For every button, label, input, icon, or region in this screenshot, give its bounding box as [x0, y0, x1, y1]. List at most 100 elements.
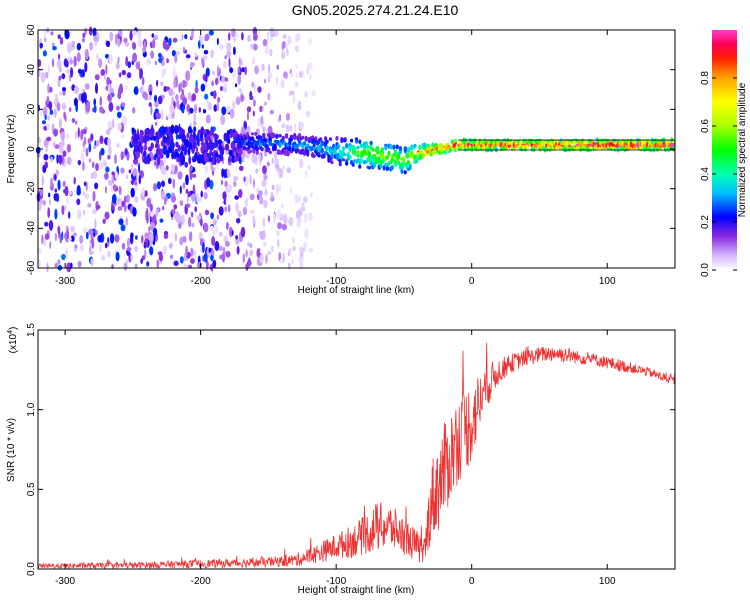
spectrogram-noise-blob [99, 96, 103, 107]
spectrogram-noise-blob [276, 184, 279, 196]
spectrogram-noise-blob [115, 171, 118, 180]
spectrogram-trace-cell [268, 150, 272, 155]
spectrogram-noise-blob [130, 232, 134, 239]
spectrogram-noise-blob [64, 186, 69, 197]
spectrogram-noise-blob [276, 229, 280, 237]
spectrogram-noise-blob [260, 115, 264, 125]
spectrogram-noise-blob [225, 198, 229, 206]
spectrogram-noise-blob [300, 121, 304, 130]
spectrogram-noise-blob [81, 95, 85, 103]
spectrogram-noise-blob [175, 94, 179, 101]
spectrogram-noise-blob [159, 218, 164, 223]
spectrogram-noise-blob [156, 259, 160, 269]
spectrogram-noise-blob [174, 124, 179, 135]
spectrogram-noise-blob [171, 208, 176, 215]
spectrogram-noise-blob [308, 212, 313, 222]
spectrogram-trace-cell [291, 147, 295, 152]
spectrogram-noise-blob [224, 143, 230, 151]
spectrogram-noise-blob [150, 50, 155, 59]
spectrogram-noise-blob [198, 40, 201, 49]
colorbar-tick-label: 0.4 [700, 167, 711, 181]
spectrogram-noise-blob [213, 218, 216, 225]
spectrogram-noise-blob [233, 155, 238, 163]
spectrogram-noise-blob [202, 129, 207, 135]
spectrogram-noise-blob [190, 193, 196, 202]
spectrogram-noise-blob [223, 132, 228, 142]
spectrogram-noise-blob [94, 218, 97, 230]
spectrogram-noise-blob [95, 82, 98, 94]
spectrogram-noise-blob [179, 200, 184, 207]
spectrogram-trace-cell [576, 145, 580, 151]
spectrogram-noise-blob [262, 38, 268, 47]
spectrogram-trace-cell [250, 132, 254, 136]
spectrogram-noise-blob [141, 234, 144, 244]
spectrogram-noise-blob [200, 153, 204, 164]
spectrogram-noise-blob [68, 211, 71, 219]
spectrogram-noise-blob [99, 242, 102, 253]
spectrogram-noise-blob [135, 235, 138, 240]
spectrogram-noise-blob [162, 205, 165, 211]
spectrogram-noise-blob [186, 132, 190, 139]
spectrogram-noise-blob [263, 101, 268, 106]
spectrogram-noise-blob [258, 190, 263, 197]
spectrogram-noise-blob [155, 143, 158, 149]
spectrogram-noise-blob [48, 101, 53, 111]
spectrogram-trace-cell [558, 144, 562, 150]
spectrogram-noise-blob [228, 57, 231, 69]
spectrogram-noise-blob [120, 167, 125, 174]
spectrogram-noise-blob [289, 125, 293, 132]
spectrogram-noise-blob [226, 221, 229, 230]
spectrogram-noise-blob [143, 41, 147, 52]
spectrogram-trace-cell [273, 143, 277, 149]
spectrogram-noise-blob [130, 163, 134, 172]
spectrogram-trace-cell [650, 142, 655, 147]
spectrogram-noise-blob [57, 179, 61, 191]
spectrogram-noise-blob [121, 242, 126, 250]
spectrogram-noise-blob [162, 245, 167, 255]
spectrogram-noise-blob [264, 78, 266, 84]
spectrogram-trace-cell [384, 145, 388, 151]
spectrogram-noise-blob [168, 243, 173, 249]
spectrogram-noise-blob [105, 40, 111, 47]
spectrogram-noise-blob [297, 100, 302, 111]
spectrogram-noise-blob [181, 105, 185, 114]
spectrogram-noise-blob [194, 103, 197, 114]
spectrogram-noise-blob [40, 71, 46, 83]
spectrogram-noise-blob [200, 34, 204, 44]
spectrogram-noise-blob [133, 148, 136, 157]
spectrogram-y-tick-label: 0 [26, 146, 37, 152]
spectrogram-noise-blob [191, 93, 197, 102]
spectrogram-ylabel: Frequency (Hz) [6, 115, 17, 184]
spectrogram-trace-cell [343, 137, 347, 141]
spectrogram-noise-blob [131, 29, 137, 36]
spectrogram-noise-blob [190, 258, 195, 264]
spectrogram-trace-cell [338, 161, 342, 167]
spectrogram-noise-blob [202, 55, 208, 60]
spectrogram-noise-blob [173, 204, 178, 210]
spectrogram-noise-blob [233, 175, 239, 182]
spectrogram-noise-blob [180, 214, 185, 225]
spectrogram-noise-blob [280, 79, 285, 89]
spectrogram-noise-blob [239, 165, 244, 171]
spectrogram-noise-blob [261, 106, 264, 111]
spectrogram-trace-cell [367, 150, 372, 157]
spectrogram-noise-blob [219, 44, 224, 50]
spectrogram-noise-blob [131, 127, 135, 133]
spectrogram-noise-blob [219, 254, 223, 260]
spectrogram-noise-blob [216, 102, 219, 112]
spectrogram-noise-blob [54, 93, 59, 98]
spectrogram-noise-blob [132, 107, 136, 114]
spectrogram-noise-blob [245, 249, 248, 258]
spectrogram-noise-blob [215, 77, 219, 86]
spectrogram-noise-blob [150, 130, 154, 138]
spectrogram-noise-blob [227, 138, 231, 145]
spectrogram-noise-blob [134, 196, 139, 203]
spectrogram-trace-cell [306, 143, 310, 147]
spectrogram-noise-blob [160, 180, 166, 188]
spectrogram-trace-cell [345, 143, 349, 148]
spectrogram-noise-blob [238, 87, 243, 93]
spectrogram-noise-blob [151, 143, 155, 149]
spectrogram-noise-blob [281, 203, 284, 209]
spectrogram-noise-blob [287, 262, 291, 270]
snr-series-line [37, 342, 675, 570]
